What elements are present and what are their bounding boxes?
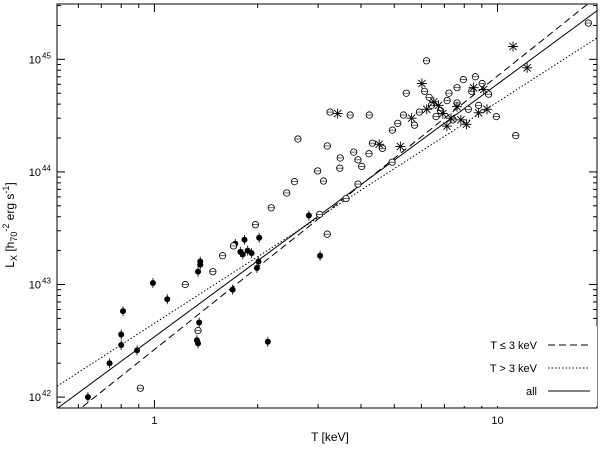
- data-point-filled: [106, 360, 113, 367]
- data-point-filled: [256, 234, 263, 241]
- data-point-star: [509, 42, 517, 51]
- data-point-star: [396, 142, 405, 151]
- y-tick-label-exponent: 45: [42, 51, 51, 60]
- x-tick-label: 1: [151, 415, 157, 427]
- data-point-star: [456, 115, 465, 124]
- data-point-filled: [196, 319, 203, 326]
- data-point-filled: [241, 236, 248, 243]
- data-point-star: [442, 122, 451, 131]
- legend: T ≤ 3 keV T > 3 keV all: [460, 326, 597, 406]
- x-axis-label: T [keV]: [311, 430, 349, 444]
- legend-label-low: T ≤ 3 keV: [490, 340, 537, 352]
- legend-label-all: all: [526, 386, 537, 398]
- data-point-filled: [248, 250, 255, 257]
- y-tick-label-exponent: 43: [42, 276, 51, 285]
- data-point-star: [483, 105, 491, 114]
- y-tick-label: 10: [29, 54, 41, 66]
- y-tick-label-exponent: 42: [42, 389, 51, 398]
- data-point-filled: [229, 286, 236, 293]
- data-point-star: [523, 63, 532, 72]
- data-point-filled: [195, 340, 202, 347]
- data-point-filled: [305, 212, 312, 219]
- data-point-star: [407, 114, 416, 123]
- fit-lines: [57, 4, 597, 408]
- data-point-star: [479, 85, 488, 94]
- data-point-star: [447, 114, 455, 123]
- data-point-star: [333, 109, 342, 118]
- data-point-filled: [197, 258, 204, 265]
- data-point-filled: [118, 342, 125, 349]
- data-point-star: [462, 120, 471, 129]
- legend-box: [460, 326, 597, 406]
- data-point-filled: [164, 296, 171, 303]
- fit-line-dashed: [80, 4, 589, 408]
- data-point-filled: [317, 252, 324, 259]
- data-point-filled: [84, 394, 91, 401]
- x-tick-label: 10: [491, 415, 503, 427]
- data-point-filled: [239, 251, 246, 258]
- data-point-star: [438, 109, 447, 118]
- data-point-star: [417, 79, 426, 88]
- data-point-star: [469, 83, 478, 92]
- legend-label-high: T > 3 keV: [490, 363, 538, 375]
- data-point-star: [429, 97, 438, 106]
- data-point-star: [434, 101, 443, 110]
- fit-line-solid: [57, 10, 597, 408]
- data-point-star: [422, 105, 431, 114]
- data-point-filled: [120, 308, 127, 315]
- y-axis-label: LX [h70-2 erg s-1]: [1, 182, 19, 267]
- y-tick-label: 10: [29, 167, 41, 179]
- data-point-filled: [134, 347, 141, 354]
- y-tick-label: 10: [29, 279, 41, 291]
- y-tick-label-exponent: 44: [42, 164, 51, 173]
- y-tick-label: 10: [29, 392, 41, 404]
- data-point-star: [474, 108, 483, 117]
- data-point-star: [453, 102, 461, 111]
- data-point-filled: [195, 268, 202, 275]
- data-points: [84, 19, 592, 403]
- data-point-filled: [118, 331, 125, 338]
- data-point-filled: [253, 265, 260, 272]
- data-point-star: [375, 140, 384, 149]
- data-point-filled: [264, 338, 271, 345]
- data-point-filled: [149, 280, 156, 287]
- data-point-filled: [255, 258, 262, 265]
